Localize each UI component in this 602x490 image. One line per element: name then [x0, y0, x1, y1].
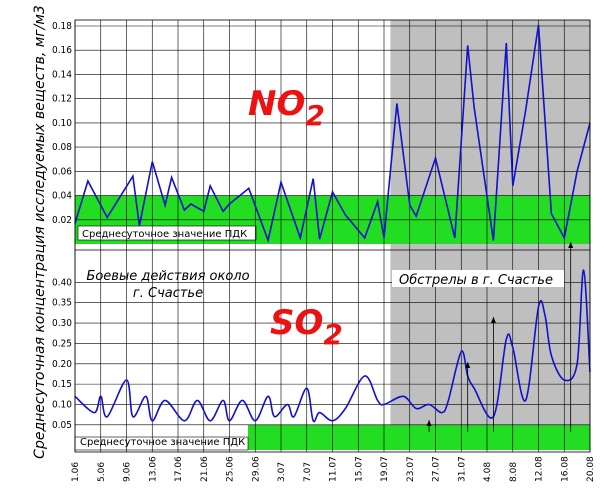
so2-pdk-label: Среднесуточное значение ПДК — [80, 437, 245, 448]
x-tick-label: 11.07 — [329, 456, 339, 482]
x-tick-label: 4.08 — [483, 462, 493, 482]
x-tick-label: 21.06 — [200, 456, 210, 482]
x-tick-label: 20.08 — [586, 456, 596, 482]
y-tick-label: 0.10 — [52, 399, 72, 410]
plot-frame — [74, 19, 591, 453]
y-axis-title: Среднесуточная концентрация исследуемых … — [32, 5, 48, 459]
shelling-annotation: Обстрелы в г. Счастье — [399, 273, 553, 288]
shelling-arrow-head — [490, 317, 496, 323]
so2-series-line — [74, 269, 591, 423]
y-tick-label: 0.10 — [52, 118, 72, 129]
no2-pdk-label-box — [77, 225, 257, 241]
no2-label-sub: 2 — [305, 99, 324, 132]
x-tick-label: 29.06 — [251, 456, 261, 482]
x-tick-label: 1.06 — [71, 462, 81, 482]
so2-label-sub: 2 — [323, 318, 342, 351]
so2-label: SO2 — [270, 303, 343, 351]
no2-pdk-label: Среднесуточное значение ПДК — [82, 229, 247, 240]
x-tick-label: 3.07 — [277, 462, 287, 482]
y-tick-label: 0.30 — [52, 318, 72, 329]
y-tick-label: 0.02 — [52, 215, 72, 226]
y-tick-label: 0.08 — [52, 142, 72, 153]
x-tick-label: 7.07 — [303, 462, 313, 482]
x-tick-label: 17.06 — [174, 456, 184, 482]
so2-label-main: SO — [270, 303, 323, 343]
fighting-annotation-line1: Боевые действия около — [86, 269, 249, 284]
y-tick-label: 0.18 — [52, 21, 72, 32]
x-tick-label: 19.07 — [380, 456, 390, 482]
y-tick-label: 0.05 — [52, 420, 72, 431]
no2-label: NO2 — [248, 84, 325, 132]
y-tick-label: 0.06 — [52, 166, 72, 177]
x-tick-label: 15.07 — [354, 456, 364, 482]
x-tick-label: 5.06 — [97, 462, 107, 482]
y-tick-label: 0.20 — [52, 359, 72, 370]
y-tick-label: 0.14 — [52, 69, 72, 80]
x-tick-label: 13.06 — [148, 456, 158, 482]
shelling-arrow-head — [465, 362, 471, 368]
x-tick-label: 16.08 — [560, 456, 570, 482]
x-tick-label: 8.08 — [509, 462, 519, 482]
y-tick-label: 0.35 — [52, 298, 72, 309]
y-tick-label: 0.25 — [52, 338, 72, 349]
x-tick-label: 9.06 — [123, 462, 133, 482]
y-tick-label: 0.12 — [52, 94, 72, 105]
shelling-annotation-box — [392, 270, 564, 287]
y-tick-label: 0.40 — [52, 277, 72, 288]
y-tick-label: 0.04 — [52, 191, 72, 202]
x-tick-label: 31.07 — [457, 456, 467, 482]
shelling-arrow-head — [426, 420, 432, 426]
y-tick-label: 0.15 — [52, 379, 72, 390]
fighting-annotation-line2: г. Счастье — [133, 286, 203, 301]
x-tick-label: 23.07 — [406, 456, 416, 482]
y-tick-label: 0.16 — [52, 45, 72, 56]
no2-label-main: NO — [248, 84, 305, 124]
pdk-band-so2 — [248, 424, 590, 450]
x-tick-label: 12.08 — [535, 456, 545, 482]
x-tick-label: 25.06 — [226, 456, 236, 482]
shelling-arrow-head — [568, 242, 574, 248]
x-tick-label: 27.07 — [432, 456, 442, 482]
no2-series-line — [74, 24, 591, 244]
